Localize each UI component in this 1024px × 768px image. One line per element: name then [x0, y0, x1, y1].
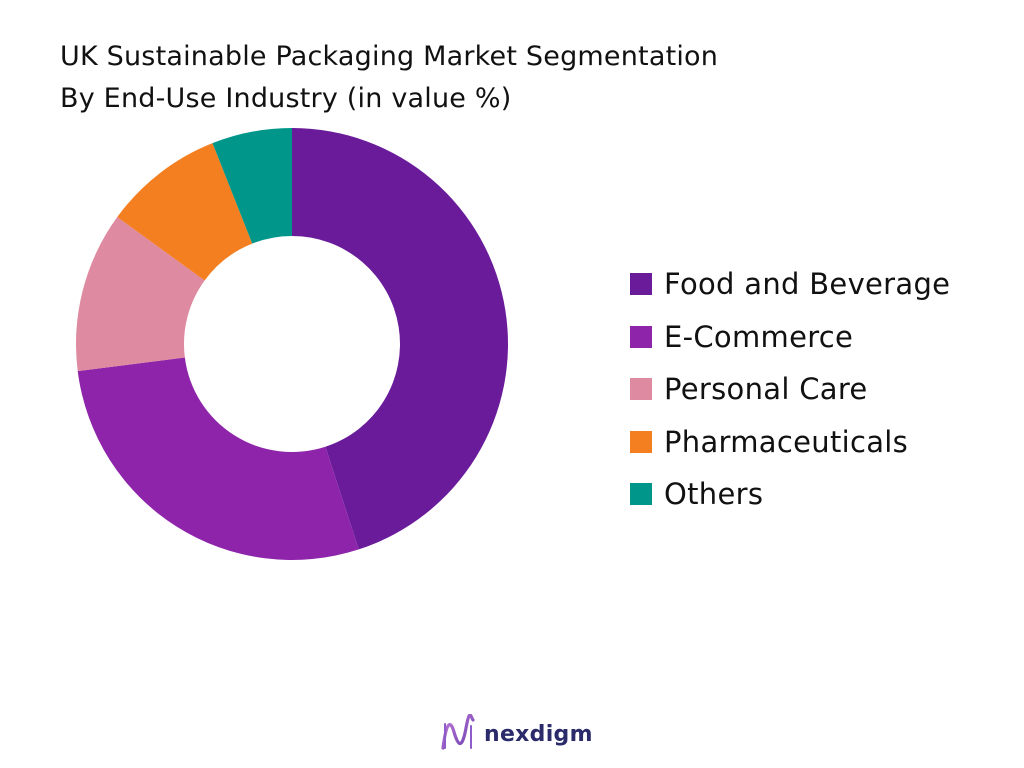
nexdigm-logo-icon — [441, 714, 475, 750]
chart-legend: Food and Beverage E-Commerce Personal Ca… — [630, 264, 950, 527]
legend-item-others: Others — [630, 474, 950, 514]
chart-subtitle: By End-Use Industry (in value %) — [60, 83, 512, 114]
legend-label: Personal Care — [664, 372, 868, 406]
legend-swatch — [630, 483, 652, 505]
brand-name: nexdigm — [484, 721, 593, 747]
chart-title-block: UK Sustainable Packaging Market Segmenta… — [60, 36, 718, 120]
legend-label: Food and Beverage — [664, 267, 951, 301]
donut-slice-food-and-beverage — [292, 128, 509, 550]
legend-item-food-and-beverage: Food and Beverage — [630, 264, 950, 304]
brand-footer: nexdigm — [440, 714, 593, 754]
donut-slice-others — [212, 128, 292, 244]
legend-item-pharmaceuticals: Pharmaceuticals — [630, 422, 950, 462]
legend-item-e-commerce: E-Commerce — [630, 317, 950, 357]
legend-swatch — [630, 273, 652, 295]
donut-slice-pharmaceuticals — [117, 143, 253, 281]
legend-label: E-Commerce — [664, 319, 854, 354]
legend-item-personal-care: Personal Care — [630, 369, 950, 409]
chart-title: UK Sustainable Packaging Market Segmenta… — [60, 41, 719, 72]
legend-label: Pharmaceuticals — [664, 424, 909, 459]
legend-swatch — [630, 378, 652, 400]
legend-swatch — [630, 430, 652, 453]
legend-swatch — [630, 325, 652, 348]
legend-label: Others — [664, 477, 764, 511]
donut-slice-personal-care — [76, 217, 205, 372]
donut-slice-e-commerce — [77, 357, 359, 560]
